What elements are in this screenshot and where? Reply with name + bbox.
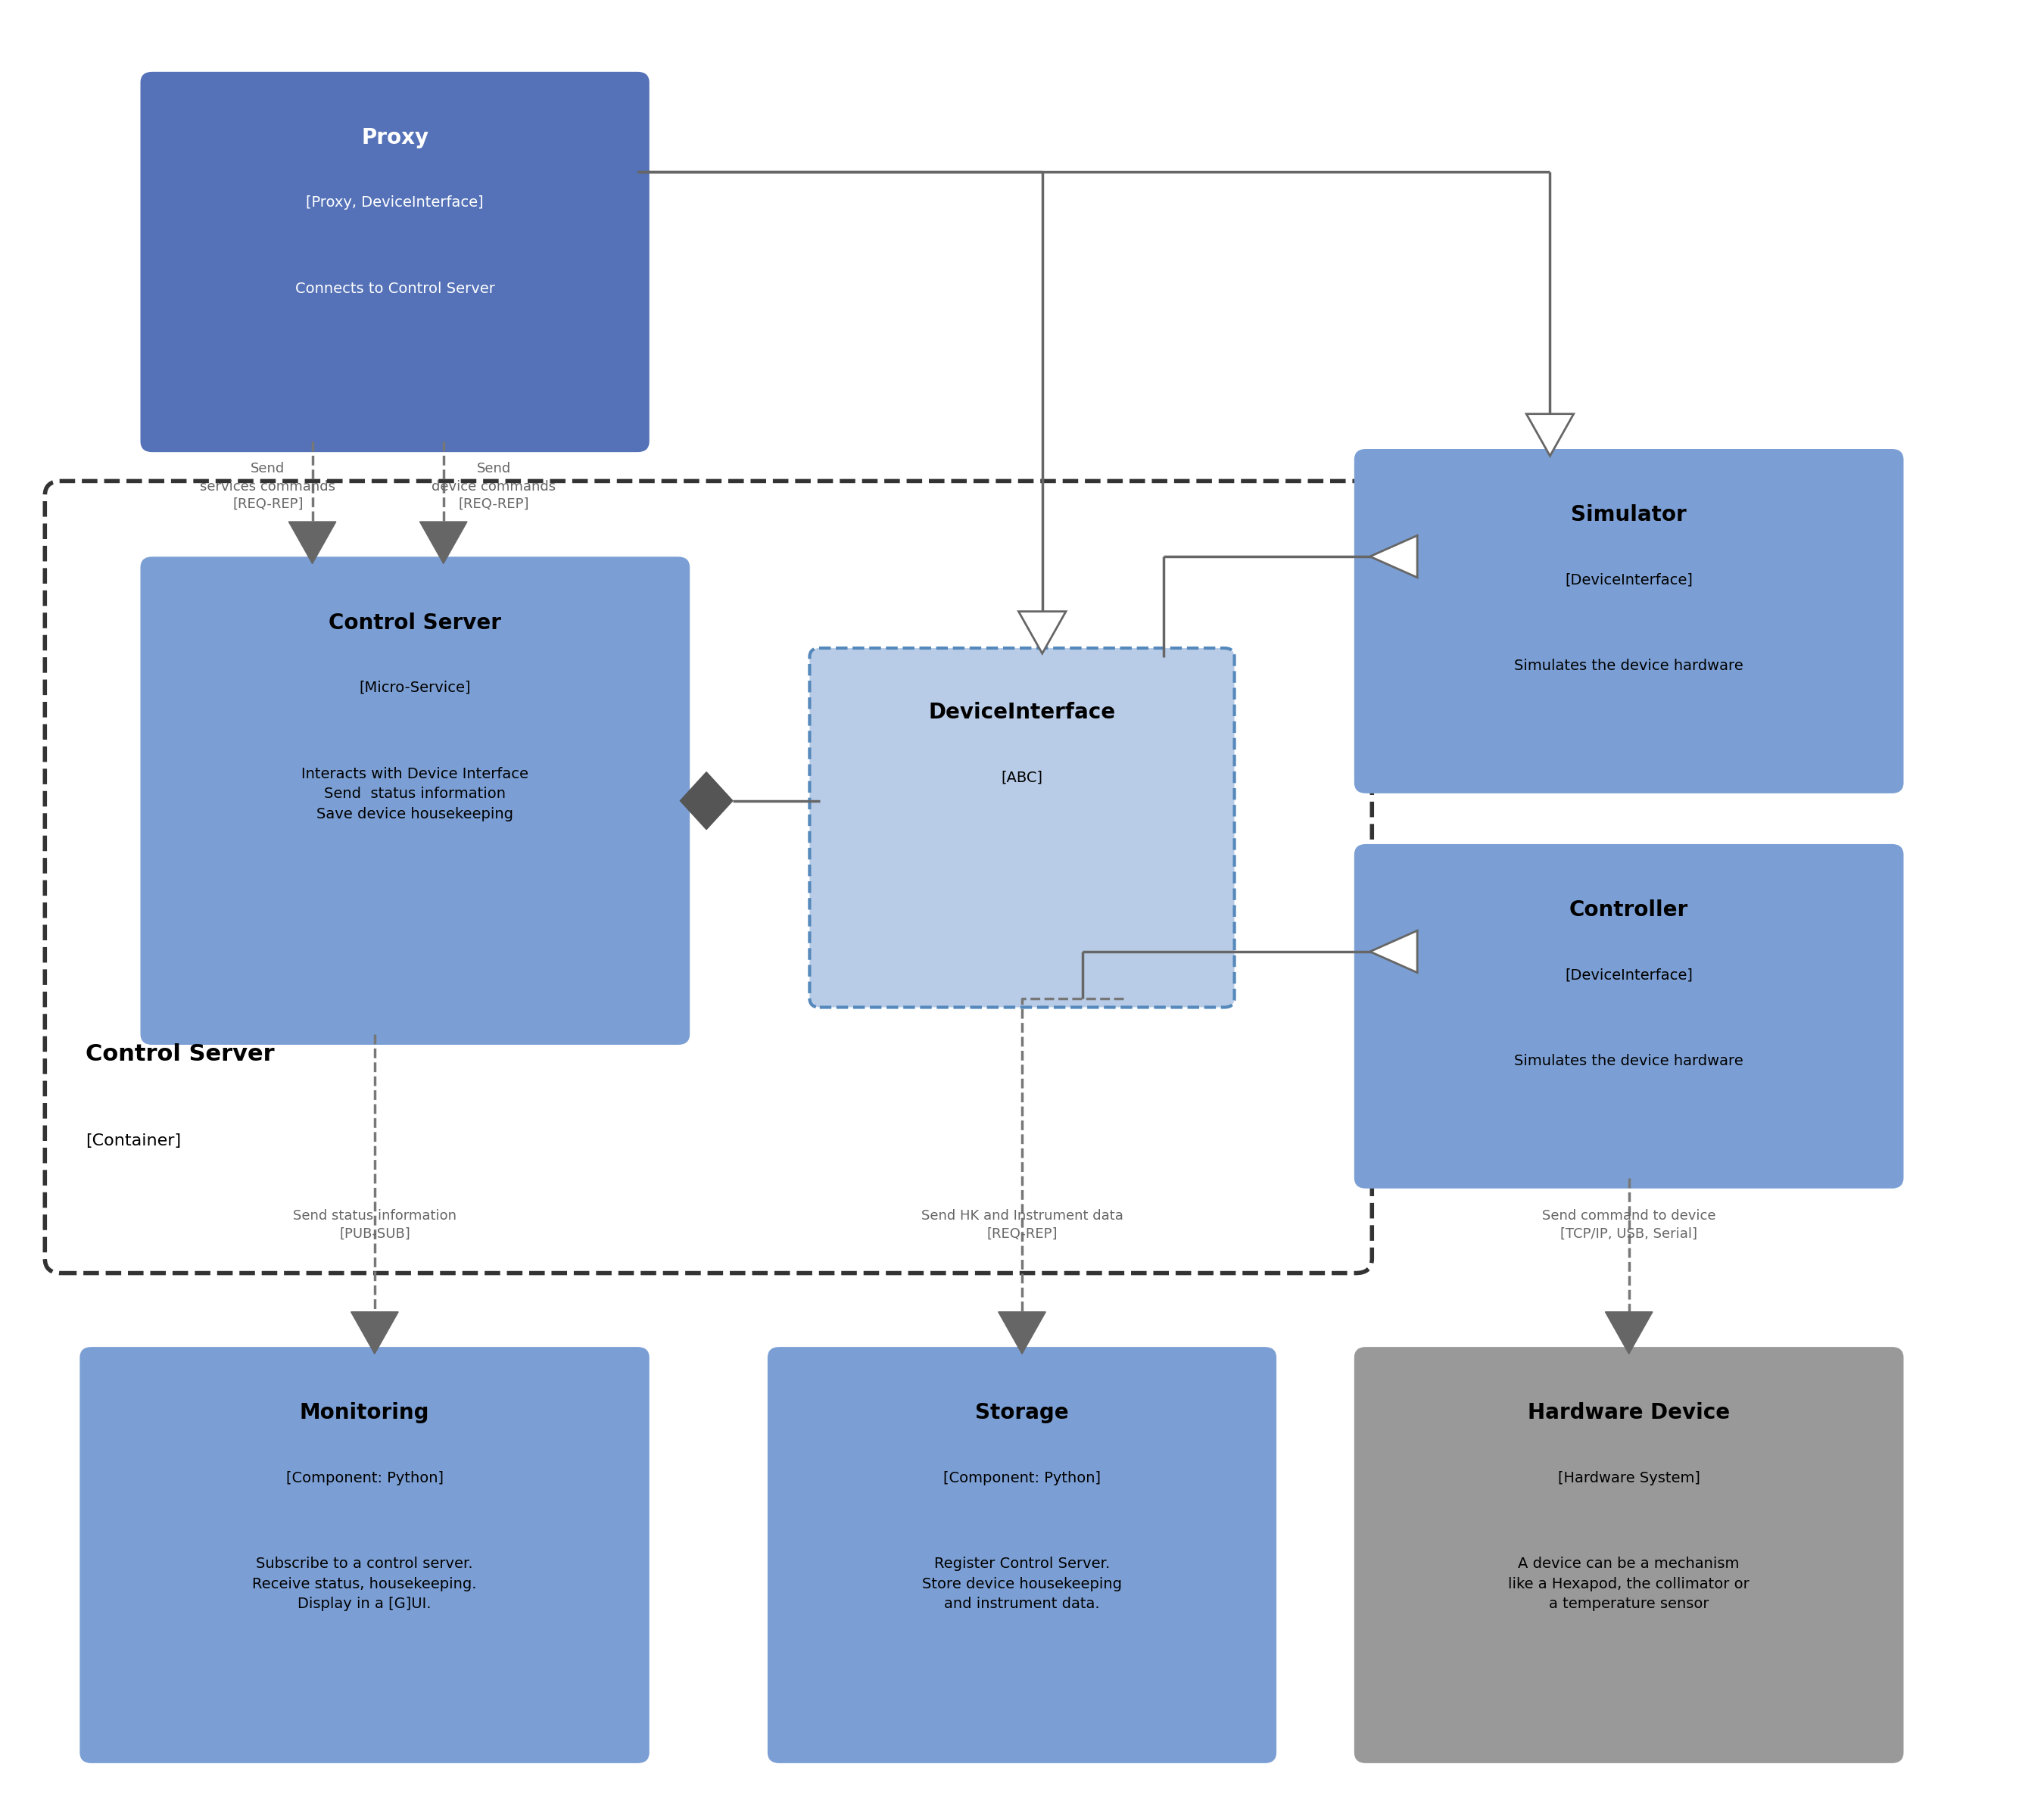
Polygon shape [1605, 1312, 1652, 1354]
Polygon shape [1018, 612, 1065, 654]
Text: Send
device commands
[REQ-REP]: Send device commands [REQ-REP] [431, 462, 556, 511]
Text: Hardware Device: Hardware Device [1527, 1403, 1729, 1423]
Text: Send
services commands
[REQ-REP]: Send services commands [REQ-REP] [200, 462, 335, 511]
FancyBboxPatch shape [1355, 1348, 1903, 1762]
Polygon shape [288, 521, 335, 563]
Polygon shape [352, 1312, 399, 1354]
Text: Control Server: Control Server [86, 1043, 274, 1065]
Text: Send command to device
[TCP/IP, USB, Serial]: Send command to device [TCP/IP, USB, Ser… [1541, 1210, 1715, 1241]
FancyBboxPatch shape [141, 558, 689, 1043]
Text: Storage: Storage [975, 1403, 1069, 1423]
FancyBboxPatch shape [1355, 845, 1903, 1187]
Text: [Micro-Service]: [Micro-Service] [360, 680, 470, 694]
Text: [DeviceInterface]: [DeviceInterface] [1566, 968, 1692, 983]
Text: Proxy: Proxy [362, 127, 429, 149]
Text: [Hardware System]: [Hardware System] [1558, 1470, 1701, 1484]
Polygon shape [419, 521, 468, 563]
Text: Interacts with Device Interface
Send  status information
Save device housekeepin: Interacts with Device Interface Send sta… [303, 767, 529, 821]
FancyBboxPatch shape [809, 649, 1235, 1007]
Polygon shape [1527, 414, 1574, 456]
Text: Control Server: Control Server [329, 612, 501, 634]
Polygon shape [1369, 930, 1416, 972]
Text: Connects to Control Server: Connects to Control Server [294, 282, 495, 296]
Text: [Container]: [Container] [86, 1134, 180, 1148]
Text: Simulator: Simulator [1572, 505, 1686, 525]
Text: Send status information
[PUB-SUB]: Send status information [PUB-SUB] [292, 1210, 456, 1241]
Text: Simulates the device hardware: Simulates the device hardware [1515, 660, 1744, 674]
Text: Controller: Controller [1570, 899, 1688, 921]
Text: [Component: Python]: [Component: Python] [942, 1470, 1102, 1484]
Text: Send HK and Instrument data
[REQ-REP]: Send HK and Instrument data [REQ-REP] [922, 1210, 1122, 1241]
Text: Register Control Server.
Store device housekeeping
and instrument data.: Register Control Server. Store device ho… [922, 1557, 1122, 1612]
FancyBboxPatch shape [141, 73, 648, 451]
Text: Monitoring: Monitoring [300, 1403, 429, 1423]
Text: DeviceInterface: DeviceInterface [928, 701, 1116, 723]
Polygon shape [1369, 536, 1416, 578]
FancyBboxPatch shape [1355, 451, 1903, 792]
Text: Subscribe to a control server.
Receive status, housekeeping.
Display in a [G]UI.: Subscribe to a control server. Receive s… [251, 1557, 476, 1612]
FancyBboxPatch shape [769, 1348, 1275, 1762]
Polygon shape [681, 772, 732, 830]
Text: [Component: Python]: [Component: Python] [286, 1470, 444, 1484]
Text: Simulates the device hardware: Simulates the device hardware [1515, 1054, 1744, 1068]
Polygon shape [997, 1312, 1047, 1354]
Text: [ABC]: [ABC] [1002, 770, 1042, 785]
Text: [DeviceInterface]: [DeviceInterface] [1566, 572, 1692, 587]
Text: [Proxy, DeviceInterface]: [Proxy, DeviceInterface] [307, 196, 484, 211]
FancyBboxPatch shape [82, 1348, 648, 1762]
Text: A device can be a mechanism
like a Hexapod, the collimator or
a temperature sens: A device can be a mechanism like a Hexap… [1508, 1557, 1750, 1612]
